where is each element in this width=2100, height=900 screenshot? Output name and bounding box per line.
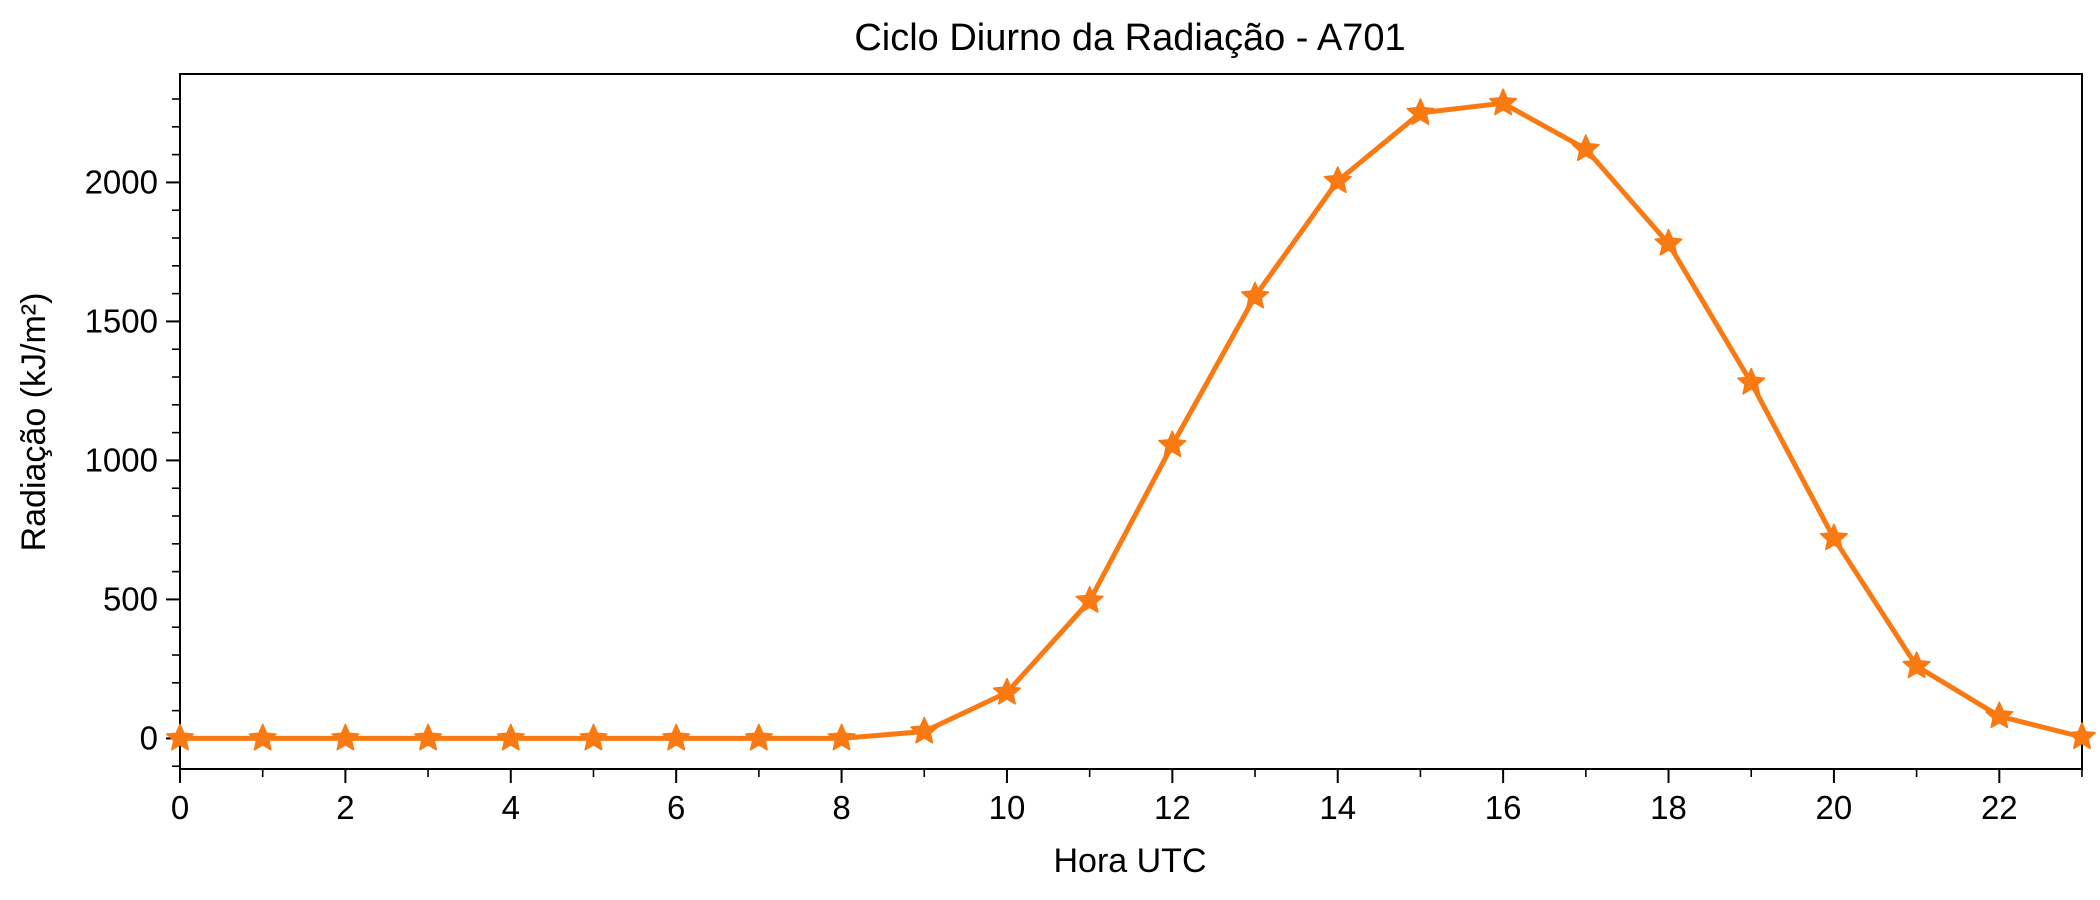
data-point-star (1902, 651, 1931, 679)
data-point-star (414, 723, 443, 751)
data-point-star (579, 723, 608, 751)
data-point-star (1158, 430, 1187, 458)
x-tick-label: 4 (502, 789, 520, 826)
chart-title: Ciclo Diurno da Radiação - A701 (854, 17, 1405, 59)
data-point-star (662, 723, 691, 751)
data-point-star (331, 723, 360, 751)
data-point-star (1323, 166, 1352, 194)
y-tick-label: 500 (103, 580, 158, 617)
x-tick-label: 14 (1319, 789, 1356, 826)
x-tick-label: 10 (989, 789, 1026, 826)
x-axis-label: Hora UTC (1053, 842, 1206, 880)
data-point-star (165, 723, 195, 751)
x-tick-label: 12 (1154, 789, 1191, 826)
data-point-star (2067, 722, 2097, 750)
x-tick-label: 18 (1650, 789, 1687, 826)
data-point-star (1075, 586, 1104, 613)
x-tick-label: 2 (336, 789, 354, 826)
data-point-star (1654, 228, 1683, 256)
data-point-star (992, 677, 1022, 705)
x-tick-label: 6 (667, 789, 685, 826)
data-point-star (1571, 134, 1600, 162)
series-line (177, 100, 2085, 741)
x-tick-label: 16 (1485, 789, 1522, 826)
y-tick-label: 1500 (85, 302, 158, 339)
plot-frame (179, 73, 2083, 770)
data-point-star (1985, 701, 2014, 729)
data-point-star (496, 723, 525, 751)
x-tick-label: 20 (1816, 789, 1853, 826)
y-tick-label: 1000 (85, 441, 158, 478)
data-point-star (910, 716, 939, 744)
y-axis-label: Radiação (kJ/m²) (15, 293, 53, 552)
data-point-star (1819, 523, 1848, 551)
x-tick-label: 22 (1981, 789, 2018, 826)
data-point-star (1240, 281, 1270, 309)
plot-area: 0 500 1000 1500 2000 0 2 4 6 8 10 12 14 16 18 20 22 (85, 73, 2097, 826)
y-tick-label: 2000 (85, 163, 158, 200)
data-point-star (1737, 367, 1766, 395)
data-point-star (248, 723, 277, 751)
data-point-star (827, 723, 856, 751)
x-tick-label: 8 (832, 789, 850, 826)
data-point-star (1489, 88, 1518, 116)
data-point-star (744, 723, 773, 751)
data-point-star (1406, 98, 1435, 125)
x-tick-label: 0 (171, 789, 189, 826)
y-tick-label: 0 (140, 719, 158, 756)
